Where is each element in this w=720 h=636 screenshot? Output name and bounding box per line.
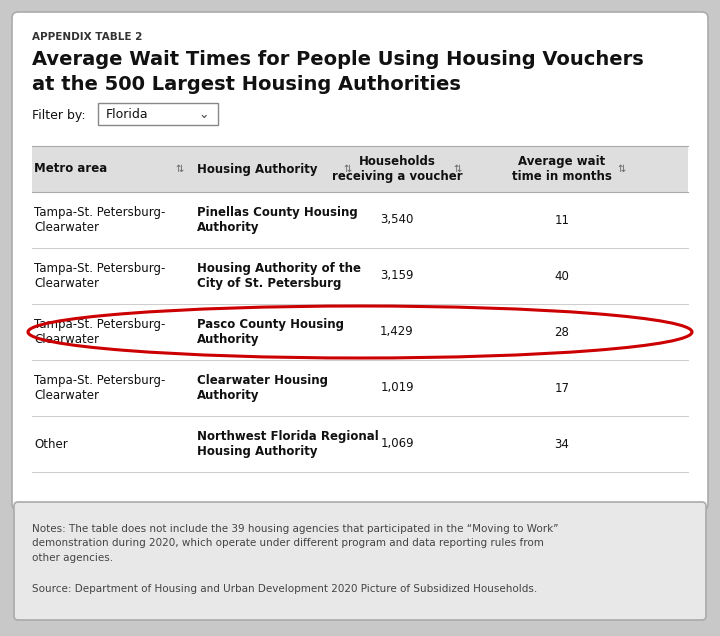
Text: Average wait
time in months: Average wait time in months [512,155,612,183]
FancyBboxPatch shape [14,502,706,620]
Text: Households
receiving a voucher: Households receiving a voucher [332,155,462,183]
Text: Other: Other [34,438,68,450]
Text: Filter by:: Filter by: [32,109,86,122]
Text: Tampa-St. Petersburg-
Clearwater: Tampa-St. Petersburg- Clearwater [34,374,166,402]
Text: 1,019: 1,019 [380,382,414,394]
Text: 11: 11 [554,214,570,226]
Text: Pinellas County Housing
Authority: Pinellas County Housing Authority [197,206,358,234]
Text: APPENDIX TABLE 2: APPENDIX TABLE 2 [32,32,143,42]
Text: ⇅: ⇅ [175,164,183,174]
Text: 3,159: 3,159 [380,270,414,282]
Text: Pasco County Housing
Authority: Pasco County Housing Authority [197,318,344,346]
Text: Average Wait Times for People Using Housing Vouchers: Average Wait Times for People Using Hous… [32,50,644,69]
Text: at the 500 Largest Housing Authorities: at the 500 Largest Housing Authorities [32,75,461,94]
Text: ⌄: ⌄ [199,107,210,120]
Text: 34: 34 [554,438,570,450]
Text: Clearwater Housing
Authority: Clearwater Housing Authority [197,374,328,402]
Text: ⇅: ⇅ [343,164,351,174]
FancyBboxPatch shape [98,103,218,125]
Text: 1,429: 1,429 [380,326,414,338]
Text: 1,069: 1,069 [380,438,414,450]
Text: Metro area: Metro area [34,163,107,176]
Text: Housing Authority: Housing Authority [197,163,318,176]
Text: 3,540: 3,540 [380,214,414,226]
FancyBboxPatch shape [32,146,688,192]
Text: Tampa-St. Petersburg-
Clearwater: Tampa-St. Petersburg- Clearwater [34,318,166,346]
Text: 17: 17 [554,382,570,394]
Text: Tampa-St. Petersburg-
Clearwater: Tampa-St. Petersburg- Clearwater [34,262,166,290]
Text: Northwest Florida Regional
Housing Authority: Northwest Florida Regional Housing Autho… [197,430,379,458]
Text: Tampa-St. Petersburg-
Clearwater: Tampa-St. Petersburg- Clearwater [34,206,166,234]
Text: Notes: The table does not include the 39 housing agencies that participated in t: Notes: The table does not include the 39… [32,524,559,563]
Text: Source: Department of Housing and Urban Development 2020 Picture of Subsidized H: Source: Department of Housing and Urban … [32,584,537,594]
Text: ⇅: ⇅ [453,164,461,174]
Text: 28: 28 [554,326,570,338]
Text: Florida: Florida [106,107,148,120]
Text: 40: 40 [554,270,570,282]
Text: ⇅: ⇅ [618,164,626,174]
Text: Housing Authority of the
City of St. Petersburg: Housing Authority of the City of St. Pet… [197,262,361,290]
FancyBboxPatch shape [12,12,708,510]
